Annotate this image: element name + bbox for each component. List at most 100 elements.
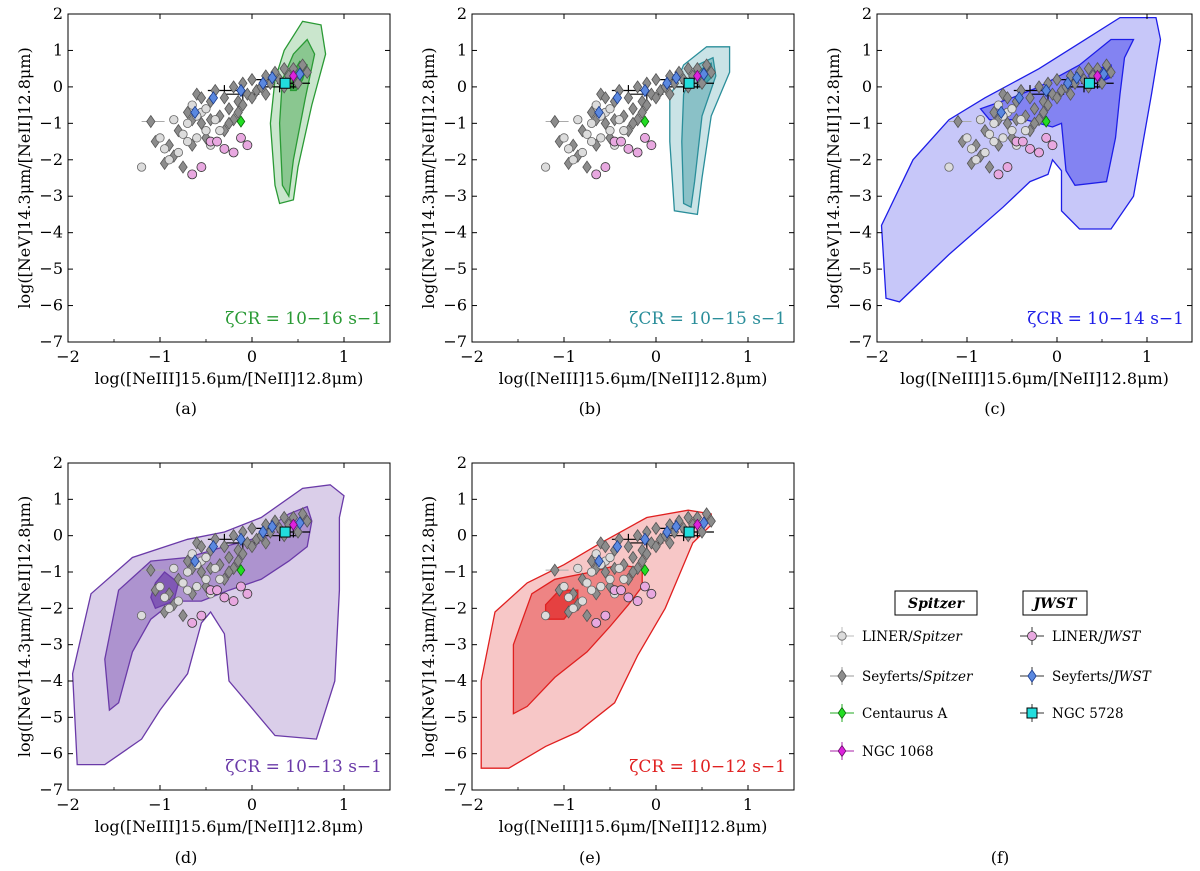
liner-spitzer-point (201, 574, 211, 584)
y-tick-label: 2 (53, 453, 63, 472)
seyfert-spitzer-point (261, 87, 271, 101)
zeta-cr-label: ζCR = 10−16 s−1 (225, 309, 382, 329)
seyfert-jwst-point (236, 83, 246, 98)
legend-marker-centaurus-a (837, 706, 847, 720)
seyfert-spitzer-point (242, 87, 253, 101)
ngc-1068-point (693, 69, 702, 83)
panel-b: −7 −6 −5 −4 −3 −2 −1 0 1 2 −2 −1 0 1 log([NeIII]15.6μm… (419, 4, 795, 418)
seyfert-spitzer-point (297, 507, 308, 521)
legend-spitzer-header: Spitzer (908, 596, 966, 612)
seyfert-spitzer-point (998, 87, 1008, 101)
y-axis-label: log([NeV]14.3μm/[NeII]12.8μm) (824, 47, 843, 308)
liner-spitzer-point (540, 162, 551, 172)
liner-jwst-point (1017, 136, 1028, 147)
x-tick-label: −2 (865, 347, 889, 366)
liner-spitzer-point (155, 581, 165, 592)
liner-spitzer-point (563, 144, 574, 154)
y-tick-label: −5 (443, 707, 467, 726)
seyfert-spitzer-point (1029, 116, 1040, 131)
seyfert-spitzer-point (297, 58, 308, 72)
seyfert-spitzer-point (550, 563, 560, 577)
y-tick-label: 0 (862, 77, 872, 96)
liner-spitzer-point (605, 574, 615, 584)
seyfert-spitzer-point (1002, 91, 1013, 105)
x-tick-label: 1 (743, 347, 753, 366)
liner-jwst-point (219, 143, 230, 154)
seyfert-spitzer-point (651, 539, 661, 554)
panel-caption-f: (f) (991, 848, 1009, 867)
seyfert-jwst-point (699, 67, 709, 81)
liner-spitzer-point (586, 118, 597, 128)
seyfert-jwst-point (699, 516, 709, 530)
seyfert-jwst-point (612, 539, 623, 554)
seyfert-spitzer-point (678, 521, 689, 536)
x-tick-label: 1 (339, 347, 349, 366)
y-tick-label: −5 (848, 259, 872, 278)
y-tick-label: −1 (443, 113, 467, 132)
liner-jwst-point (632, 596, 643, 606)
liner-spitzer-point (201, 104, 211, 114)
y-tick-label: 0 (53, 526, 63, 545)
liner-jwst-point (616, 136, 626, 147)
seyfert-jwst-point (671, 519, 681, 534)
x-tick-label: −1 (148, 347, 172, 366)
seyfert-spitzer-point (628, 102, 638, 116)
seyfert-spitzer-point (228, 561, 239, 576)
x-axis-label: log([NeIII]15.6μm/[NeII]12.8μm) (95, 817, 364, 836)
zeta-cr-label: ζCR = 10−12 s−1 (629, 757, 786, 777)
seyfert-jwst-point (267, 519, 277, 534)
seyfert-spitzer-point (196, 116, 207, 131)
seyfert-spitzer-point (642, 547, 652, 561)
y-tick-label: −6 (39, 744, 63, 763)
seyfert-spitzer-point (683, 510, 693, 525)
seyfert-spitzer-point (182, 554, 193, 568)
seyfert-jwst-point (258, 525, 268, 539)
y-tick-label: −4 (39, 223, 63, 242)
liner-spitzer-point (577, 596, 588, 606)
seyfert-spitzer-point (628, 550, 638, 565)
y-tick-label: 1 (53, 489, 63, 508)
seyfert-spitzer-point (628, 565, 638, 579)
ngc-1068-point (693, 518, 702, 531)
seyfert-jwst-point (1014, 91, 1024, 105)
y-tick-label: 1 (457, 40, 467, 59)
contour-level-2 (681, 56, 717, 209)
liner-spitzer-point (160, 592, 170, 603)
seyfert-spitzer-point (279, 61, 289, 76)
legend: Spitzer JWST LINER/Spitzer Seyferts/Spit… (830, 590, 1152, 867)
x-tick-label: 0 (651, 347, 661, 366)
y-axis-label: log([NeV]14.3μm/[NeII]12.8μm) (15, 496, 34, 757)
seyfert-spitzer-point (632, 80, 643, 94)
liner-jwst-point (212, 136, 222, 147)
liner-spitzer-point (540, 610, 551, 621)
liner-spitzer-point (183, 567, 193, 577)
seyfert-spitzer-point (247, 91, 257, 105)
panel-caption: (c) (984, 399, 1005, 418)
y-tick-label: −2 (848, 150, 872, 169)
liner-spitzer-point (164, 603, 174, 613)
x-tick-label: 0 (247, 795, 257, 814)
seyfert-spitzer-point (274, 521, 285, 536)
legend-label-ngc-5728: NGC 5728 (1052, 706, 1124, 722)
panel-e: −7 −6 −5 −4 −3 −2 −1 0 1 2 −2 −1 0 1 log([NeIII]15.6μm… (419, 453, 795, 867)
seyfert-spitzer-point (261, 536, 271, 550)
y-tick-label: 0 (53, 77, 63, 96)
x-tick-label: 0 (247, 347, 257, 366)
seyfert-spitzer-point (596, 87, 606, 101)
liner-jwst-point (632, 147, 643, 158)
x-tick-label: −2 (56, 795, 80, 814)
liner-spitzer-point (215, 574, 225, 584)
seyfert-spitzer-point (302, 514, 312, 528)
seyfert-spitzer-point (953, 114, 963, 129)
seyfert-spitzer-point (219, 539, 230, 554)
liner-jwst-point (591, 617, 602, 628)
liner-spitzer-point (596, 133, 606, 143)
liner-spitzer-point (577, 147, 588, 158)
plot-frame (876, 13, 1193, 343)
y-tick-label: −3 (39, 635, 63, 654)
seyfert-spitzer-point (228, 112, 239, 127)
liner-jwst-point (242, 140, 253, 151)
ngc-5728-point (279, 526, 291, 538)
x-tick-label: −2 (460, 347, 484, 366)
liner-jwst-point (219, 592, 230, 603)
